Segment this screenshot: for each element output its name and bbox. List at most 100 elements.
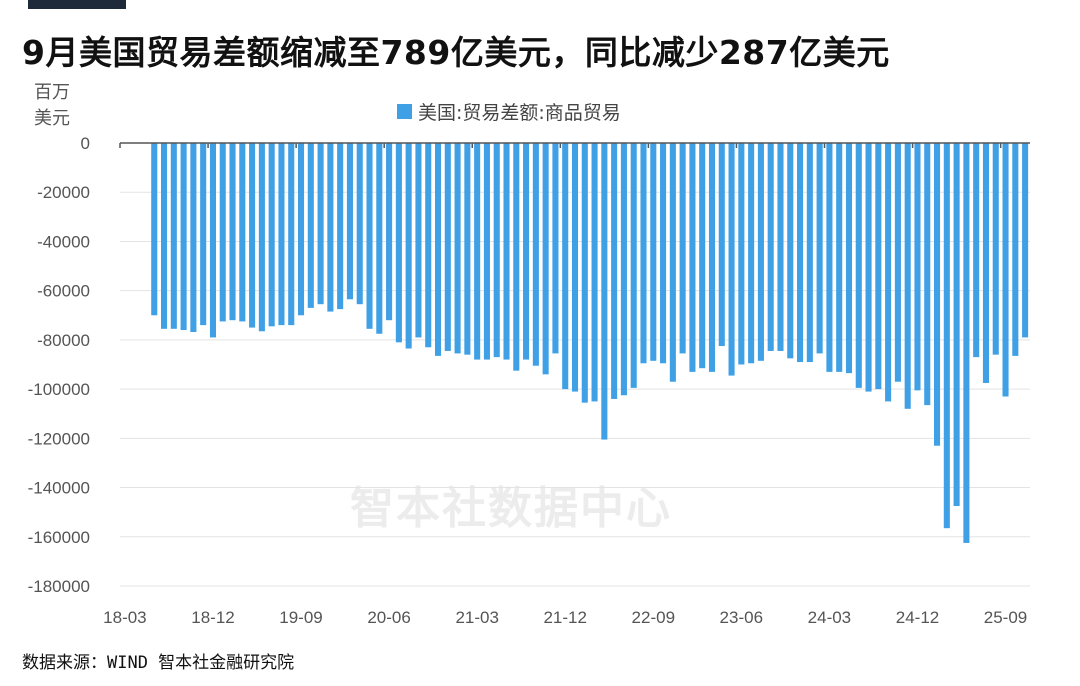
bar [562,143,569,390]
bar [376,143,383,334]
x-tick-label: 21-03 [455,608,498,627]
chart-title: 9月美国贸易差额缩减至789亿美元，同比减少287亿美元 [22,33,890,72]
bar [542,143,549,375]
bar [297,143,305,316]
bar [571,143,579,392]
data-source: 数据来源：WIND 智本社金融研究院 [22,653,295,673]
bar [953,143,960,507]
x-axis-ticks: 18-03 18-12 19-09 20-06 21-03 21-12 22-09 23-06… [103,608,1027,627]
bar [601,143,608,440]
bar [1012,143,1019,356]
bar [317,143,324,305]
x-tick-label: 19-09 [279,608,322,627]
bar [483,143,490,360]
unit-label-line2: 美元 [34,108,70,129]
y-tick-label: -40000 [37,232,90,251]
bar [278,143,285,326]
bar [229,143,236,321]
bar [973,143,980,358]
bar [219,143,226,322]
bar [239,143,246,322]
y-axis-ticks: 0 -20000 -40000 -60000 -80000 -100000 -120000 -… [28,134,90,596]
x-axis [119,142,1030,148]
bar [708,143,716,372]
bar [797,143,804,363]
bar [728,143,735,376]
legend: 美国:贸易差额:商品贸易 [397,98,621,125]
bar [914,143,921,391]
bar [366,143,373,329]
bar [806,143,813,363]
bar [943,143,950,529]
bar [699,143,706,369]
bar [503,143,510,360]
bar [777,143,784,351]
x-tick-label: 18-12 [191,608,234,627]
bar [395,143,402,343]
bar [826,143,833,372]
watermark: 智本社数据中心 [350,483,672,534]
bar [268,143,275,327]
bar [288,143,295,326]
x-tick-label: 25-09 [984,608,1027,627]
bar [591,143,598,402]
y-tick-label: -80000 [37,331,90,350]
bar [1002,143,1009,397]
y-tick-label: -20000 [37,183,90,202]
bar [209,143,216,338]
bar-chart: 0 -20000 -40000 -60000 -80000 -100000 -120000 -… [28,134,1030,627]
bar [444,143,451,351]
bar [982,143,989,383]
bar [151,143,158,316]
x-tick-label: 21-12 [543,608,586,627]
bar [425,143,432,348]
bar [738,143,745,365]
x-tick-label: 24-12 [896,608,939,627]
bar [1022,143,1029,338]
bar [767,143,774,351]
bar [611,143,618,399]
bar [924,143,931,406]
bar [845,143,853,374]
x-tick-label: 20-06 [367,608,410,627]
bar [855,143,862,388]
bar [816,143,823,354]
bar [630,143,637,388]
bar [346,143,353,300]
bar [934,143,941,446]
bar [523,143,530,360]
bar [405,143,412,349]
bar [200,143,207,326]
bar [992,143,999,355]
bar [894,143,901,382]
x-tick-label: 22-09 [632,608,675,627]
bar [885,143,892,402]
bar [170,143,177,329]
bar [464,143,471,355]
y-tick-label: -140000 [28,479,90,498]
bar [718,143,725,347]
y-tick-label: -100000 [28,380,90,399]
bar [513,143,520,371]
bar [650,143,657,361]
bar [493,143,500,358]
bar [356,143,363,305]
bar [190,143,197,333]
y-tick-label: -60000 [37,282,90,301]
bar [454,143,461,354]
bar [669,143,676,382]
bar [865,143,872,392]
y-tick-label: -160000 [28,528,90,547]
bar [258,143,265,332]
y-tick-label: 0 [81,134,90,153]
x-tick-label: 24-03 [808,608,851,627]
bar [963,143,970,543]
x-tick-label: 23-06 [720,608,763,627]
bar [640,143,647,364]
bar [581,143,588,403]
bar [748,143,755,364]
bar [415,143,422,338]
bar [532,143,539,366]
bar [249,143,256,328]
bar [904,143,911,409]
